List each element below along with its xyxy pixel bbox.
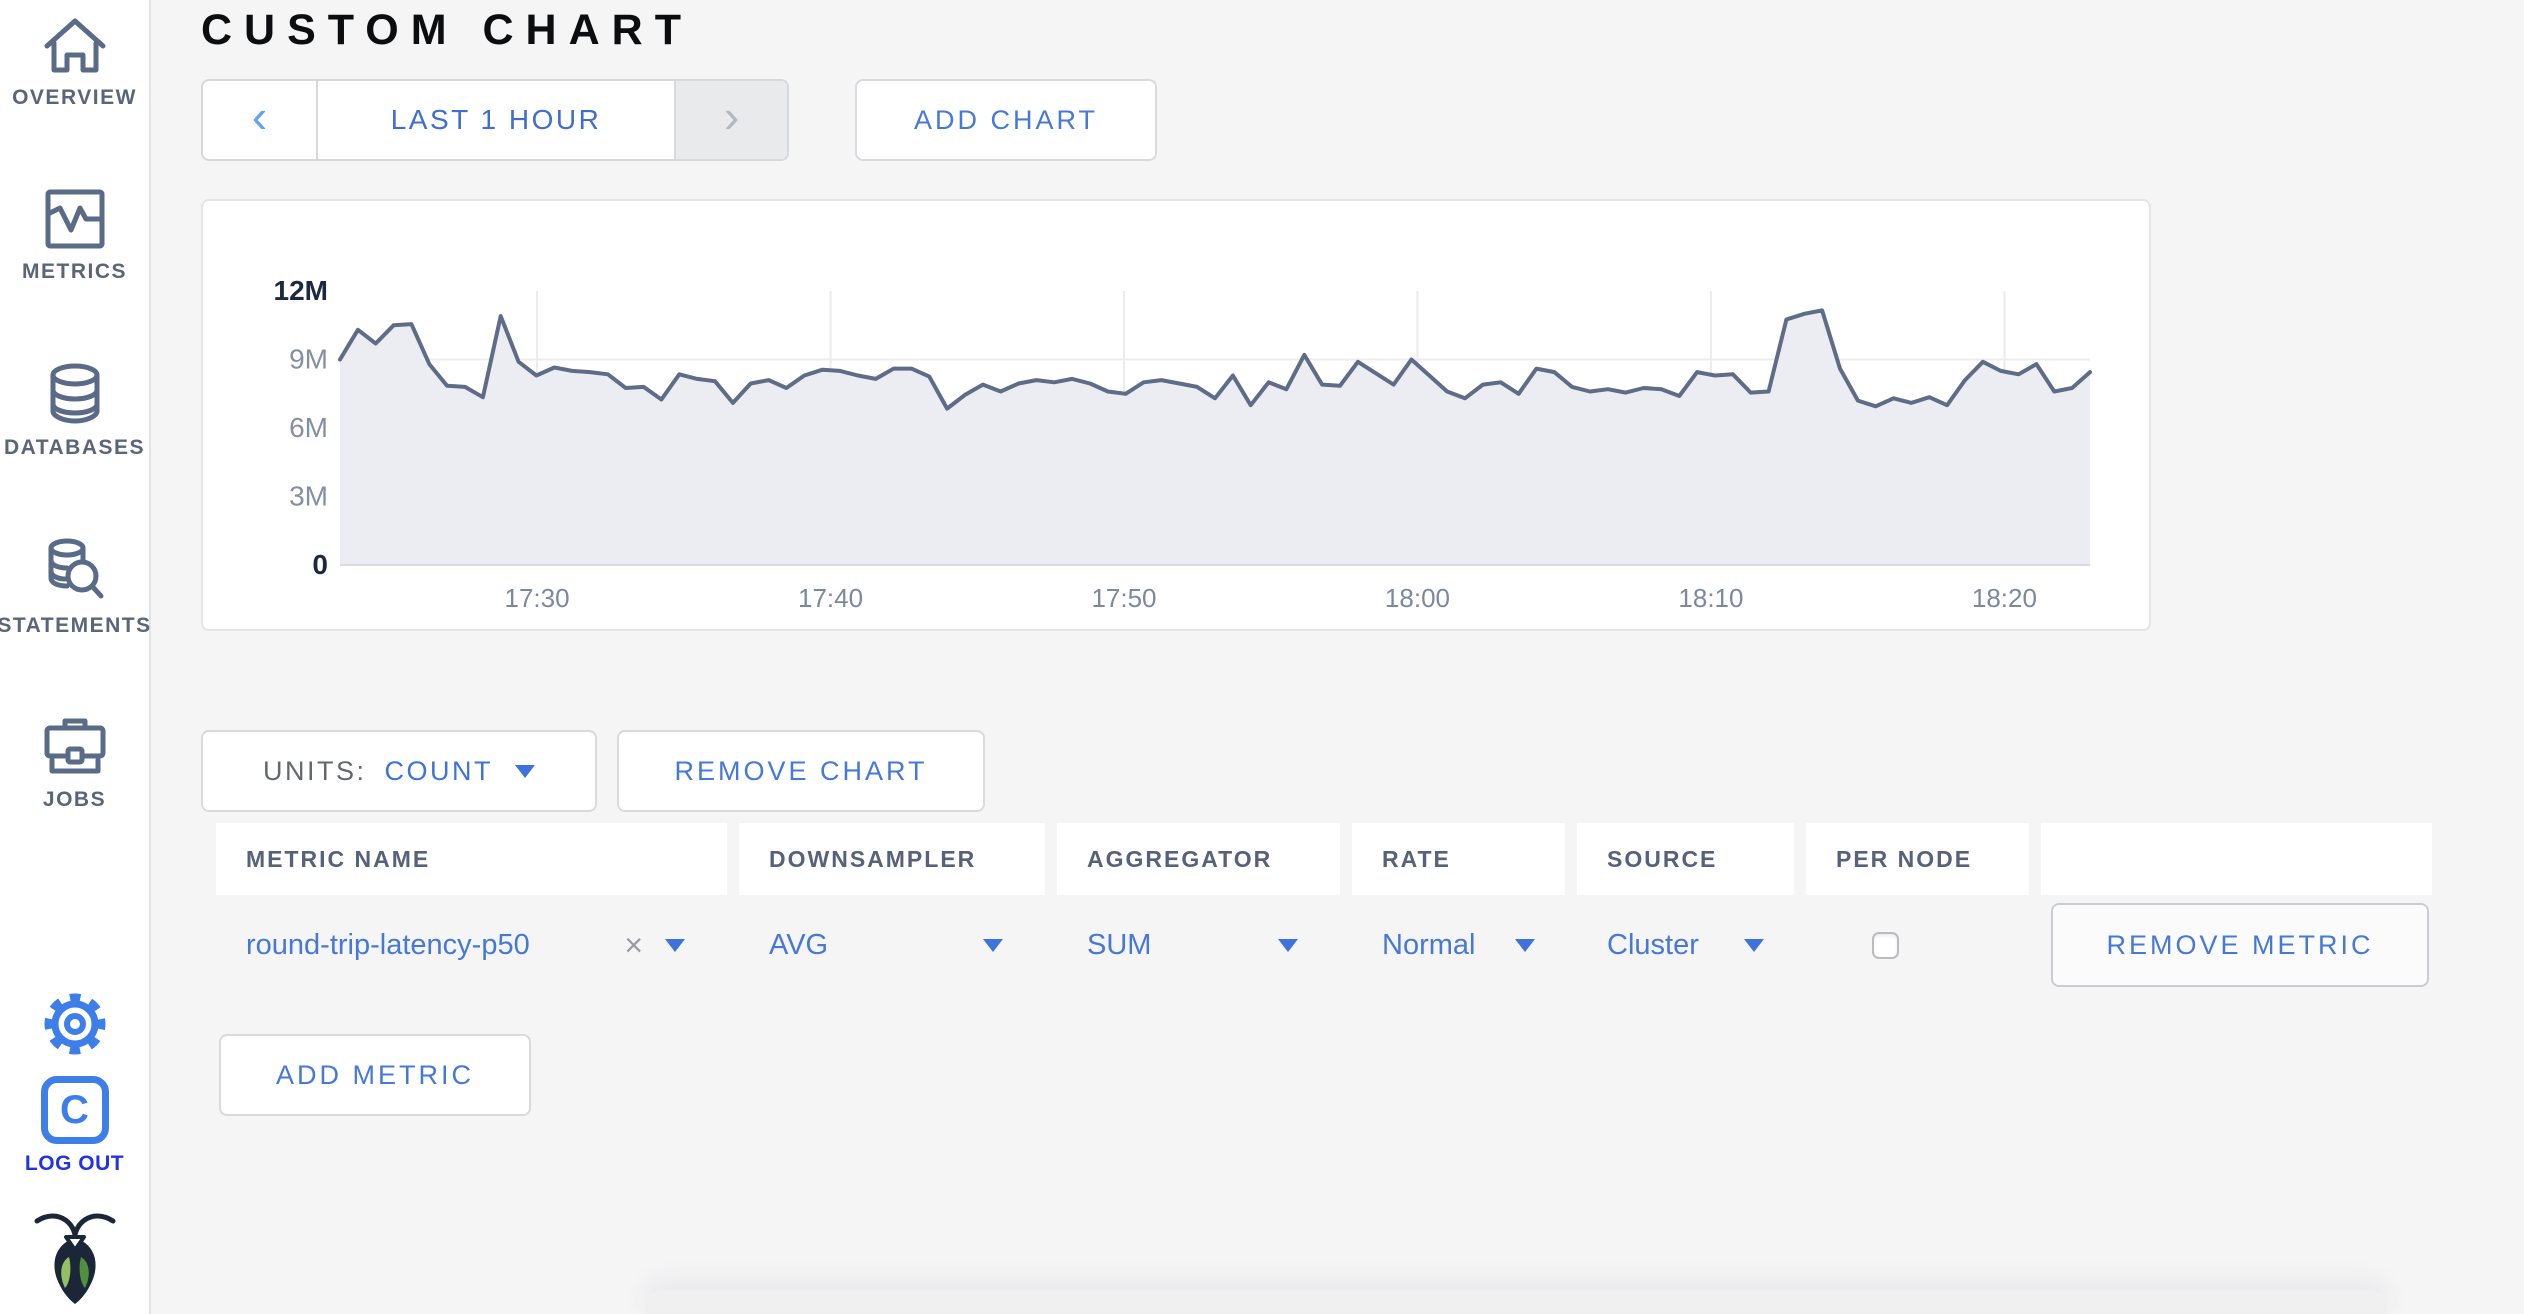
home-icon xyxy=(44,18,105,73)
logout-label: LOG OUT xyxy=(24,1152,125,1175)
chevron-down-icon xyxy=(1515,938,1535,952)
sidebar: OVERVIEW METRICS DATABASES STATEMENTS xyxy=(0,0,151,1314)
chevron-down-icon xyxy=(1744,938,1764,952)
sidebar-item-overview[interactable]: OVERVIEW xyxy=(0,14,149,110)
x-axis-tick-label: 18:00 xyxy=(1385,583,1450,613)
time-range-dropdown[interactable]: LAST 1 HOUR xyxy=(390,104,602,135)
metrics-table: METRIC NAME DOWNSAMPLER AGGREGATOR RATE … xyxy=(216,823,2524,995)
time-range-next-button[interactable]: › xyxy=(674,81,787,159)
sidebar-item-databases[interactable]: DATABASES xyxy=(0,362,149,460)
y-axis-tick-label: 0 xyxy=(312,549,328,580)
per-node-checkbox[interactable] xyxy=(1872,931,1899,959)
column-header-rate: RATE xyxy=(1352,823,1565,895)
chart-controls-row: UNITS: COUNT REMOVE CHART xyxy=(201,730,2524,812)
gear-icon xyxy=(44,993,105,1055)
remove-metric-button[interactable]: REMOVE METRIC xyxy=(2051,903,2429,987)
chevron-down-icon xyxy=(983,938,1003,952)
chevron-down-icon xyxy=(1278,938,1298,952)
y-axis-tick-label: 12M xyxy=(274,275,328,306)
metric-name-cell: round-trip-latency-p50 × xyxy=(216,895,727,995)
bug-icon xyxy=(34,1213,115,1304)
source-dropdown[interactable]: Cluster xyxy=(1577,895,1794,995)
top-controls: ‹ LAST 1 HOUR › ADD CHART xyxy=(201,79,2524,161)
per-node-cell xyxy=(1806,895,2029,995)
jobs-icon xyxy=(44,718,105,774)
custom-chart-card: 0 3M 6M 9M 12M 17:30 17:40 17:50 18:00 18:10 18:20 xyxy=(201,199,2151,631)
chevron-down-icon[interactable] xyxy=(665,938,685,952)
sidebar-item-label: JOBS xyxy=(42,788,107,811)
cockroach-c-logo-icon: C xyxy=(40,1076,109,1144)
downsampler-dropdown[interactable]: AVG xyxy=(739,895,1045,995)
source-value: Cluster xyxy=(1607,928,1699,961)
cockroach-bug-logo[interactable] xyxy=(0,1205,149,1305)
chevron-down-icon xyxy=(515,764,535,778)
sidebar-item-label: STATEMENTS xyxy=(0,614,152,637)
units-dropdown[interactable]: UNITS: COUNT xyxy=(201,730,597,812)
sidebar-item-label: OVERVIEW xyxy=(12,86,137,109)
units-label: UNITS: xyxy=(262,755,367,786)
chevron-right-icon: › xyxy=(723,90,740,142)
y-axis-tick-label: 3M xyxy=(289,481,328,512)
database-icon xyxy=(50,363,99,424)
next-card-top-edge xyxy=(645,1290,2387,1314)
x-axis-tick-label: 17:40 xyxy=(798,583,863,613)
units-value: COUNT xyxy=(384,755,493,786)
y-axis-tick-label: 9M xyxy=(289,344,328,375)
chevron-left-icon: ‹ xyxy=(251,90,268,142)
add-chart-button[interactable]: ADD CHART xyxy=(855,79,1157,161)
logout-button[interactable]: C LOG OUT xyxy=(0,1076,149,1176)
custom-chart-svg: 0 3M 6M 9M 12M 17:30 17:40 17:50 18:00 18:10 18:20 xyxy=(274,275,2092,613)
x-axis-tick-label: 17:50 xyxy=(1091,583,1156,613)
settings-button[interactable] xyxy=(0,988,149,1060)
downsampler-value: AVG xyxy=(769,928,829,961)
y-axis-tick-label: 6M xyxy=(289,412,328,443)
column-header-source: SOURCE xyxy=(1577,823,1794,895)
sidebar-item-label: METRICS xyxy=(22,260,127,283)
add-metric-button[interactable]: ADD METRIC xyxy=(219,1034,531,1116)
remove-chart-button[interactable]: REMOVE CHART xyxy=(617,730,985,812)
sidebar-item-metrics[interactable]: METRICS xyxy=(0,188,149,284)
aggregator-dropdown[interactable]: SUM xyxy=(1057,895,1340,995)
statements-icon xyxy=(48,538,103,599)
sidebar-item-jobs[interactable]: JOBS xyxy=(0,714,149,812)
metric-name-value[interactable]: round-trip-latency-p50 xyxy=(246,928,530,961)
metric-row: round-trip-latency-p50 × AVG SUM Normal … xyxy=(216,895,2524,995)
page-title: CUSTOM CHART xyxy=(201,6,693,54)
metrics-table-header: METRIC NAME DOWNSAMPLER AGGREGATOR RATE … xyxy=(216,823,2524,895)
time-range-selector: ‹ LAST 1 HOUR › xyxy=(201,79,789,161)
time-range-prev-button[interactable]: ‹ xyxy=(203,81,318,159)
main-content: CUSTOM CHART ‹ LAST 1 HOUR › ADD CHART 0… xyxy=(153,0,2524,1116)
actions-cell: REMOVE METRIC xyxy=(2041,895,2432,995)
sidebar-item-statements[interactable]: STATEMENTS xyxy=(0,538,152,638)
column-header-downsampler: DOWNSAMPLER xyxy=(739,823,1045,895)
rate-value: Normal xyxy=(1382,928,1476,961)
column-header-aggregator: AGGREGATOR xyxy=(1057,823,1340,895)
sidebar-item-label: DATABASES xyxy=(3,436,146,459)
column-header-actions xyxy=(2041,823,2432,895)
clear-metric-icon[interactable]: × xyxy=(624,926,643,963)
x-axis-tick-label: 17:30 xyxy=(505,583,570,613)
column-header-per-node: PER NODE xyxy=(1806,823,2029,895)
x-axis-tick-label: 18:20 xyxy=(1972,583,2037,613)
chart-area-fill xyxy=(340,310,2090,565)
aggregator-value: SUM xyxy=(1087,928,1152,961)
rate-dropdown[interactable]: Normal xyxy=(1352,895,1565,995)
column-header-metric-name: METRIC NAME xyxy=(216,823,727,895)
metrics-icon xyxy=(45,189,104,249)
chart-line xyxy=(338,308,2092,411)
x-axis-tick-label: 18:10 xyxy=(1678,583,1743,613)
